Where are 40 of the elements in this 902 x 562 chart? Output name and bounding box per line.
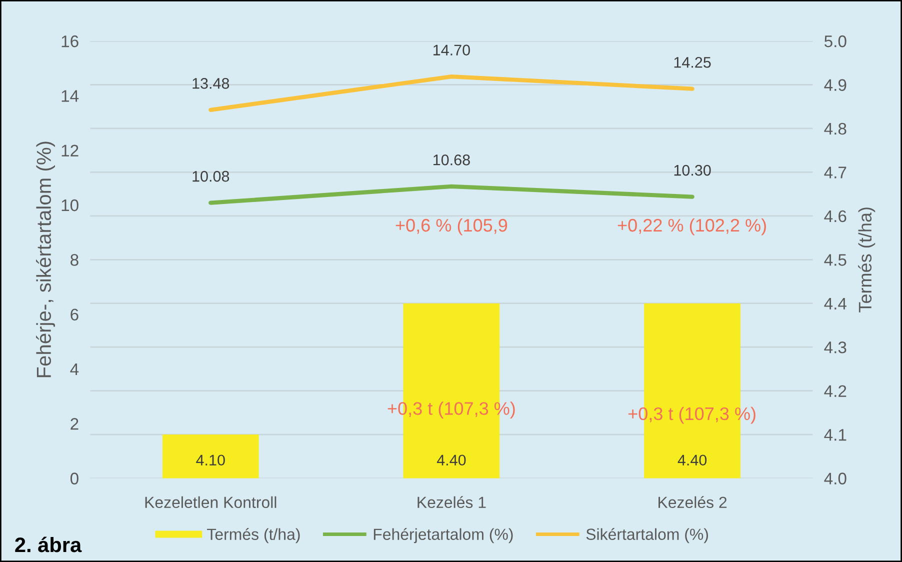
annotation: +0,22 % (102,2 %)	[618, 218, 766, 236]
y2-tick-label: 4.1	[824, 429, 846, 441]
x-tick-label: Kezelés 1	[418, 496, 486, 508]
y2-tick-label: 4.8	[824, 122, 846, 135]
y-tick-label: 14	[62, 90, 79, 102]
x-tick-label: Kezeletlen Kontroll	[145, 496, 276, 508]
annotation: +0,6 % (105,9	[396, 218, 508, 236]
legend-label: Sikértartalom (%)	[586, 528, 708, 544]
y2-tick-label: 4.2	[824, 385, 846, 397]
text: 2. ábra	[15, 536, 82, 552]
data-label: 14.70	[434, 44, 470, 56]
x-tick-label: Kezelés 2	[658, 496, 727, 508]
y2-tick-label: 4.3	[824, 341, 846, 354]
y-tick-label: 2	[70, 418, 78, 430]
y-tick-label: 6	[70, 308, 78, 320]
data-label: 4.40	[678, 454, 707, 466]
data-label: 10.08	[192, 170, 230, 182]
y2-axis-title: Termés (t/ha)	[858, 208, 876, 312]
y-tick-label: 16	[62, 35, 78, 48]
y2-tick-label: 4.5	[824, 254, 846, 266]
y2-tick-label: 4.4	[824, 298, 846, 310]
data-label: 13.48	[192, 78, 230, 89]
legend-label: Termés (t/ha)	[207, 528, 300, 544]
y2-tick-label: 4.9	[824, 79, 846, 91]
y-tick-label: 0	[70, 472, 78, 484]
data-label: 4.40	[436, 454, 466, 466]
y-tick-label: 12	[62, 144, 78, 156]
y2-tick-label: 4.0	[824, 472, 846, 484]
y-tick-label: 4	[70, 364, 79, 375]
y-tick-label: 8	[70, 254, 78, 266]
data-label: 14.25	[674, 56, 711, 68]
data-label: 10.68	[434, 154, 470, 166]
legend-label: Fehérjetartalom (%)	[374, 528, 513, 544]
y-axis-title: Fehérje-, sikértartalom (%)	[36, 142, 55, 378]
data-label: 4.10	[196, 454, 225, 466]
y2-tick-label: 5.0	[824, 35, 846, 48]
data-label: 10.30	[674, 164, 711, 176]
y-tick-label: 10	[62, 199, 78, 212]
y2-tick-label: 4.6	[824, 210, 846, 222]
y2-tick-label: 4.7	[824, 166, 846, 178]
